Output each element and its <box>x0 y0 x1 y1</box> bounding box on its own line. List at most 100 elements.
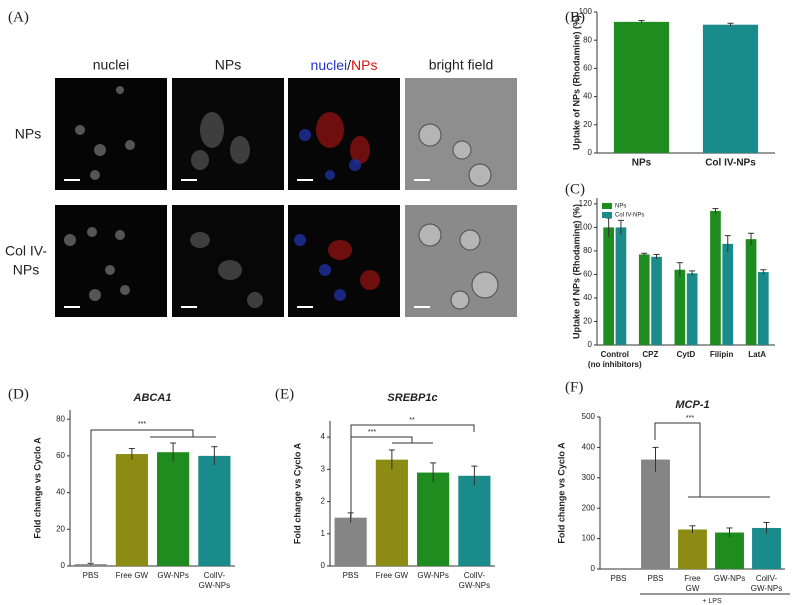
y-tick-label: 0 <box>588 340 593 349</box>
row-label: Col IV- <box>5 243 47 259</box>
bar <box>651 256 662 345</box>
panel-label: (D) <box>8 386 29 402</box>
x-tick-label: GW-NPs <box>199 581 230 590</box>
x-tick-label: NPs <box>632 158 652 169</box>
column-header: bright field <box>429 57 494 73</box>
y-tick-label: 400 <box>582 443 596 452</box>
bar <box>758 272 769 345</box>
x-tick-label: GW <box>686 584 700 593</box>
bar <box>615 227 627 345</box>
annotation: ** <box>409 417 415 424</box>
row-label: NPs <box>15 126 41 142</box>
bar <box>641 459 670 569</box>
chart-title: ABCA1 <box>133 392 172 404</box>
bar <box>710 210 721 345</box>
y-axis-label: Uptake of NPs (Rhodamine) (%) <box>571 204 581 339</box>
annotation: *** <box>138 421 146 428</box>
bar <box>752 527 781 569</box>
annotation: *** <box>686 415 694 422</box>
bar <box>674 269 686 345</box>
bar <box>115 454 148 566</box>
x-tick-label: (no inhibitors) <box>588 360 642 369</box>
legend-label: Col IV-NPs <box>615 213 644 219</box>
y-axis-label: Fold change vs Cyclo A <box>556 442 566 544</box>
bar <box>686 273 698 345</box>
y-tick-label: 40 <box>583 293 592 302</box>
annotation: + LPS <box>702 598 722 605</box>
x-tick-label: Control <box>601 350 629 359</box>
panel-label: (B) <box>565 9 585 25</box>
legend-swatch <box>602 212 612 218</box>
y-tick-label: 80 <box>56 414 65 423</box>
bar <box>722 243 734 345</box>
column-header: nuclei <box>93 57 130 73</box>
panel-label: (C) <box>565 181 585 197</box>
legend-swatch <box>602 203 612 209</box>
column-header: NPs <box>215 57 241 73</box>
bar <box>715 532 744 569</box>
bar <box>702 24 759 153</box>
x-tick-label: LatA <box>748 350 766 359</box>
bar <box>745 239 757 345</box>
x-tick-label: PBS <box>343 571 359 580</box>
micrographs <box>55 78 517 317</box>
bar <box>458 475 491 566</box>
bar <box>157 452 190 566</box>
x-tick-label: GW-NPs <box>714 574 745 583</box>
bar <box>375 459 408 566</box>
y-axis-label: Fold change vs Cyclo A <box>32 437 42 539</box>
bar <box>603 227 614 345</box>
y-tick-label: 100 <box>579 7 593 16</box>
y-tick-label: 40 <box>583 92 592 101</box>
bar <box>74 564 107 566</box>
y-axis-label: Uptake of NPs (Rhodamine) (%) <box>571 15 581 150</box>
x-tick-label: PBS <box>647 574 663 583</box>
bar <box>678 529 707 569</box>
x-tick-label: Free <box>684 574 701 583</box>
x-tick-label: GW-NPs <box>417 571 448 580</box>
y-tick-label: 60 <box>583 64 592 73</box>
header-part: NPs <box>351 57 377 73</box>
y-tick-label: 80 <box>583 246 592 255</box>
y-tick-label: 1 <box>321 529 326 538</box>
y-axis-label: Fold change vs Cyclo A <box>292 442 302 544</box>
x-tick-label: CytD <box>677 350 696 359</box>
y-tick-label: 3 <box>321 464 326 473</box>
x-tick-label: PBS <box>610 574 626 583</box>
annotation: *** <box>368 429 376 436</box>
bar <box>638 254 650 345</box>
y-tick-label: 300 <box>582 473 596 482</box>
chart-title: MCP-1 <box>675 399 709 411</box>
y-tick-label: 80 <box>583 35 592 44</box>
y-tick-label: 4 <box>321 432 326 441</box>
y-tick-label: 100 <box>579 223 593 232</box>
significance-brackets <box>90 422 790 595</box>
y-tick-label: 20 <box>56 524 65 533</box>
y-tick-label: 200 <box>582 503 596 512</box>
x-tick-label: Free GW <box>116 571 149 580</box>
y-tick-label: 120 <box>579 199 593 208</box>
y-tick-label: 60 <box>56 451 65 460</box>
legend-label: NPs <box>615 204 626 210</box>
bar <box>334 517 367 566</box>
y-tick-label: 0 <box>591 564 596 573</box>
bar <box>417 472 450 566</box>
header-part: nuclei <box>311 57 348 73</box>
x-tick-label: GW-NPs <box>459 581 490 590</box>
x-tick-label: CollV- <box>204 571 226 580</box>
bar <box>613 21 670 154</box>
x-tick-label: CollV- <box>756 574 778 583</box>
x-tick-label: Filipin <box>710 350 734 359</box>
row-label: NPs <box>13 262 39 278</box>
y-tick-label: 100 <box>582 534 596 543</box>
y-tick-label: 500 <box>582 412 596 421</box>
y-tick-label: 0 <box>61 561 66 570</box>
y-tick-label: 20 <box>583 317 592 326</box>
bar <box>198 455 231 566</box>
x-tick-label: GW-NPs <box>751 584 782 593</box>
y-tick-label: 0 <box>321 561 326 570</box>
column-header: nuclei/NPs <box>311 57 378 73</box>
y-tick-label: 60 <box>583 270 592 279</box>
